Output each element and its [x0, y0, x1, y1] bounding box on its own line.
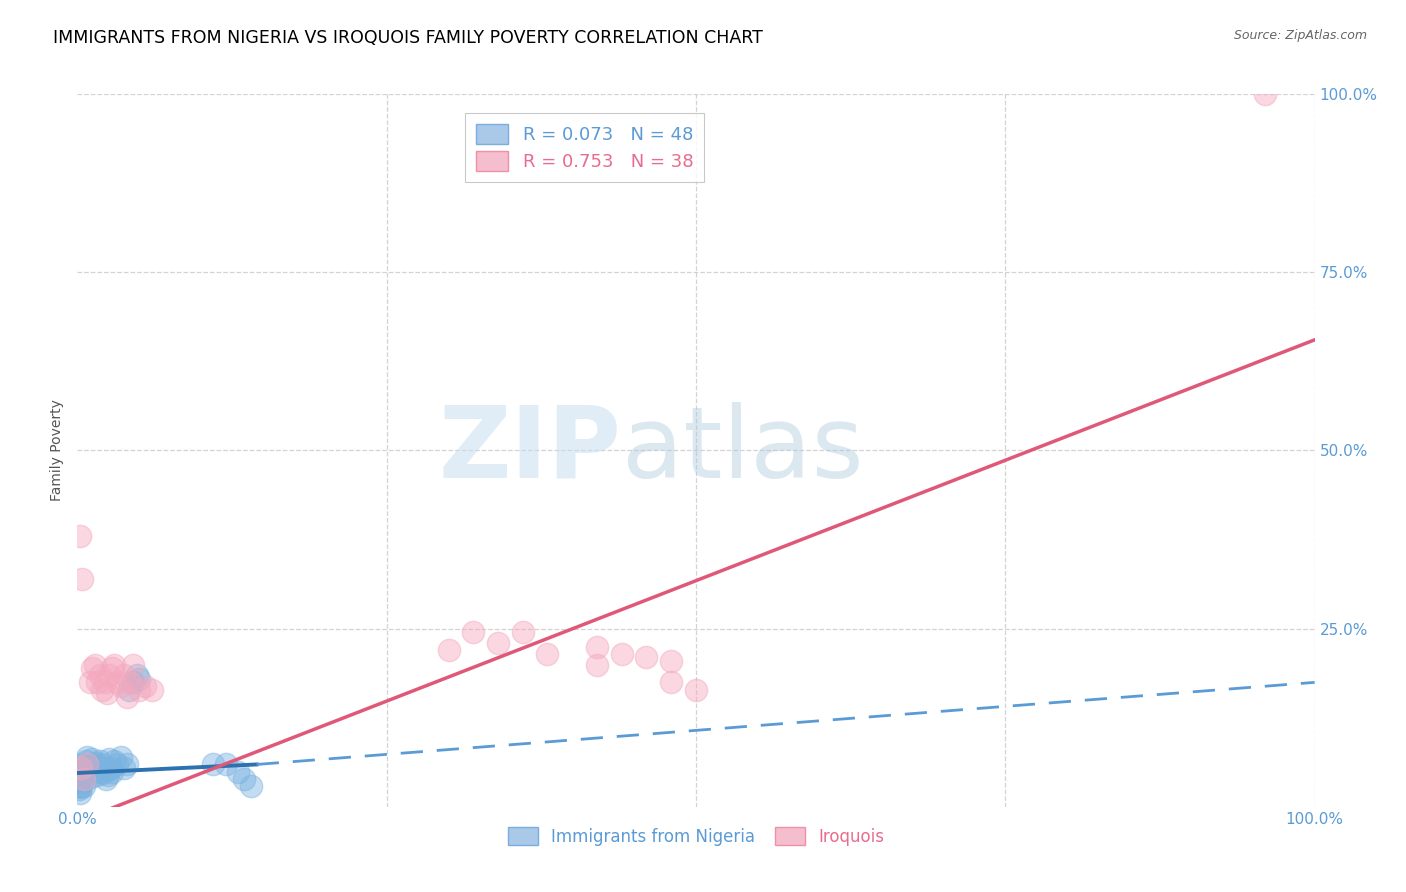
Point — [134, 679, 156, 693]
Point — [82, 661, 104, 675]
Point — [83, 657, 105, 672]
Point — [72, 779, 94, 793]
Point — [125, 668, 148, 682]
Point — [105, 757, 128, 772]
Point — [79, 675, 101, 690]
Point — [76, 757, 98, 772]
Point — [101, 764, 124, 779]
Point — [112, 761, 135, 775]
Text: atlas: atlas — [621, 402, 863, 499]
Text: IMMIGRANTS FROM NIGERIA VS IROQUOIS FAMILY POVERTY CORRELATION CHART: IMMIGRANTS FROM NIGERIA VS IROQUOIS FAMI… — [53, 29, 763, 47]
Point — [685, 682, 707, 697]
Legend: Immigrants from Nigeria, Iroquois: Immigrants from Nigeria, Iroquois — [501, 821, 891, 853]
Point — [90, 764, 112, 779]
Point — [84, 761, 107, 775]
Point — [69, 529, 91, 543]
Point — [215, 757, 238, 772]
Point — [82, 763, 104, 777]
Point — [233, 772, 256, 786]
Point — [110, 750, 132, 764]
Text: Source: ZipAtlas.com: Source: ZipAtlas.com — [1233, 29, 1367, 43]
Point — [91, 682, 114, 697]
Point — [122, 675, 145, 690]
Point — [76, 750, 98, 764]
Point — [659, 675, 682, 690]
Point — [87, 759, 110, 773]
Point — [659, 654, 682, 668]
Point — [636, 650, 658, 665]
Point — [98, 752, 121, 766]
Point — [226, 764, 249, 779]
Point — [463, 625, 485, 640]
Point — [72, 775, 94, 789]
Point — [91, 766, 114, 780]
Point — [72, 572, 94, 586]
Point — [486, 636, 509, 650]
Point — [70, 768, 93, 782]
Point — [93, 761, 115, 775]
Point — [82, 752, 104, 766]
Point — [512, 625, 534, 640]
Point — [67, 782, 90, 797]
Point — [96, 686, 118, 700]
Point — [110, 679, 132, 693]
Point — [72, 764, 94, 779]
Point — [89, 668, 111, 682]
Point — [91, 757, 114, 772]
Point — [586, 657, 609, 672]
Point — [97, 768, 120, 782]
Point — [122, 657, 145, 672]
Point — [1254, 87, 1277, 101]
Point — [105, 675, 128, 690]
Point — [239, 779, 262, 793]
Text: ZIP: ZIP — [439, 402, 621, 499]
Y-axis label: Family Poverty: Family Poverty — [51, 400, 65, 501]
Point — [610, 647, 633, 661]
Point — [70, 780, 93, 795]
Point — [128, 672, 150, 686]
Point — [118, 682, 141, 697]
Point — [83, 756, 105, 770]
Point — [94, 772, 117, 786]
Point — [69, 761, 91, 775]
Point — [586, 640, 609, 654]
Point — [89, 754, 111, 768]
Point — [73, 761, 96, 775]
Point — [77, 766, 100, 780]
Point — [437, 643, 460, 657]
Point — [118, 675, 141, 690]
Point — [103, 657, 125, 672]
Point — [72, 772, 94, 786]
Point — [536, 647, 558, 661]
Point — [128, 682, 150, 697]
Point — [103, 754, 125, 768]
Point — [141, 682, 163, 697]
Point — [67, 779, 90, 793]
Point — [67, 773, 90, 788]
Point — [98, 668, 121, 682]
Point — [69, 786, 91, 800]
Point — [75, 754, 97, 768]
Point — [100, 761, 122, 775]
Point — [86, 675, 108, 690]
Point — [101, 661, 124, 675]
Point — [86, 768, 108, 782]
Point — [202, 757, 225, 772]
Point — [72, 757, 94, 772]
Point — [96, 763, 118, 777]
Point — [79, 759, 101, 773]
Point — [115, 757, 138, 772]
Point — [80, 770, 103, 784]
Point — [115, 690, 138, 704]
Point — [93, 675, 115, 690]
Point — [112, 668, 135, 682]
Point — [70, 761, 93, 775]
